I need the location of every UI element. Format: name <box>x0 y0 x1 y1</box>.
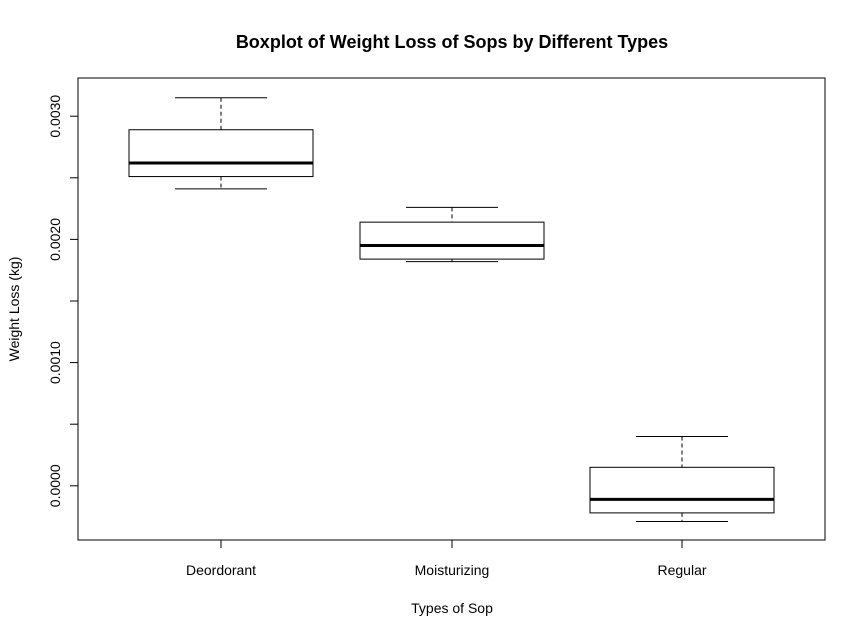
y-tick-label: 0.0030 <box>47 95 63 138</box>
y-tick-label: 0.0010 <box>47 341 63 384</box>
iqr-box <box>128 129 314 178</box>
chart-title: Boxplot of Weight Loss of Sops by Differ… <box>236 32 668 52</box>
x-tick-label: Regular <box>657 562 706 578</box>
box-moisturizing <box>359 206 545 263</box>
y-tick-label: 0.0000 <box>47 464 63 507</box>
iqr-box <box>589 466 775 514</box>
box-deordorant <box>128 97 314 190</box>
x-tick-label: Deordorant <box>186 562 256 578</box>
x-axis-label: Types of Sop <box>411 600 493 616</box>
x-axis: Deordorant Moisturizing Regular <box>186 540 707 578</box>
box-regular <box>589 436 775 523</box>
x-tick-label: Moisturizing <box>415 562 490 578</box>
y-axis-label: Weight Loss (kg) <box>6 257 22 362</box>
y-axis: 0.0000 0.0010 0.0020 0.0030 <box>47 95 79 507</box>
iqr-box <box>359 221 545 260</box>
y-tick-label: 0.0020 <box>47 218 63 261</box>
boxes <box>128 97 775 523</box>
